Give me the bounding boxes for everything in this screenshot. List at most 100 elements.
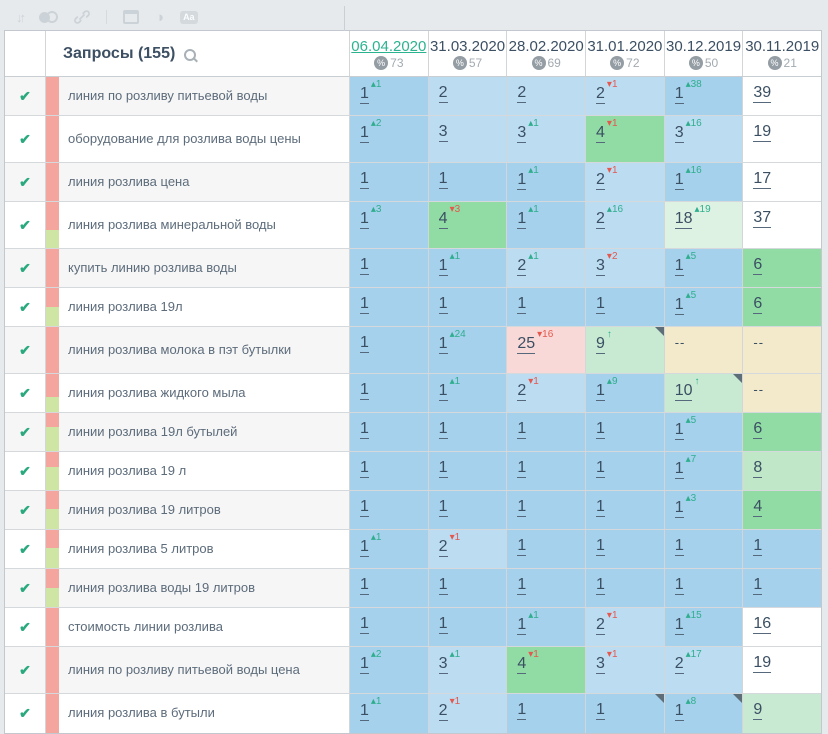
position-cell[interactable]: 1 <box>349 491 428 529</box>
position-cell[interactable]: 1▴16 <box>663 163 743 201</box>
keyword-cell[interactable]: линия розлива минеральной воды <box>45 202 349 248</box>
keyword-cell[interactable]: линия розлива 19 л <box>45 452 349 490</box>
contrast-icon[interactable]: ◑ <box>155 8 165 26</box>
position-cell[interactable]: 1 <box>506 452 586 490</box>
position-cell[interactable]: 6 <box>742 249 822 287</box>
position-cell[interactable]: 1 <box>427 569 507 607</box>
position-cell[interactable]: 1▴7 <box>663 452 743 490</box>
position-cell[interactable]: 1 <box>349 374 428 412</box>
position-cell[interactable]: 9 <box>742 694 822 733</box>
search-icon[interactable] <box>184 48 197 61</box>
position-cell[interactable]: 2▾1 <box>427 530 507 568</box>
keyword-cell[interactable]: оборудование для розлива воды цены <box>45 116 349 162</box>
position-cell[interactable]: 1▴24 <box>427 327 507 373</box>
position-cell[interactable]: 8 <box>742 452 822 490</box>
position-cell[interactable]: 1 <box>349 288 428 326</box>
position-cell[interactable]: 1▴5 <box>663 288 743 326</box>
position-cell[interactable]: 1▴1 <box>349 530 428 568</box>
check-cell[interactable]: ✔ <box>5 530 45 568</box>
sort-icon[interactable]: ↓↑ <box>16 9 26 25</box>
check-cell[interactable]: ✔ <box>5 116 45 162</box>
check-cell[interactable]: ✔ <box>5 569 45 607</box>
keyword-cell[interactable]: линии розлива 19л бутылей <box>45 413 349 451</box>
position-cell[interactable]: 1 <box>349 327 428 373</box>
position-cell[interactable]: 1▴1 <box>506 163 586 201</box>
position-cell[interactable]: 1 <box>427 413 507 451</box>
position-cell[interactable]: 1 <box>506 288 586 326</box>
position-cell[interactable]: 4 <box>742 491 822 529</box>
keyword-cell[interactable]: линия розлива в бутыли <box>45 694 349 733</box>
position-cell[interactable]: 18▴19 <box>663 202 743 248</box>
position-cell[interactable]: 1 <box>349 413 428 451</box>
position-cell[interactable]: 1 <box>506 491 586 529</box>
keyword-cell[interactable]: линия розлива воды 19 литров <box>45 569 349 607</box>
check-cell[interactable]: ✔ <box>5 608 45 646</box>
check-cell[interactable]: ✔ <box>5 647 45 693</box>
position-cell[interactable]: 1 <box>663 569 743 607</box>
position-cell[interactable]: 16 <box>742 608 822 646</box>
position-cell[interactable]: 2▾1 <box>506 374 586 412</box>
keyword-cell[interactable]: линия розлива цена <box>45 163 349 201</box>
position-cell[interactable]: 3▾2 <box>585 249 664 287</box>
check-cell[interactable]: ✔ <box>5 694 45 733</box>
position-cell[interactable]: 1 <box>349 452 428 490</box>
check-cell[interactable]: ✔ <box>5 452 45 490</box>
fill-circles-icon[interactable] <box>39 11 58 23</box>
check-cell[interactable]: ✔ <box>5 327 45 373</box>
check-cell[interactable]: ✔ <box>5 202 45 248</box>
position-cell[interactable]: 9↑ <box>585 327 664 373</box>
position-cell[interactable]: 2 <box>427 77 507 115</box>
position-cell[interactable]: 25▾16 <box>506 327 586 373</box>
position-cell[interactable]: 1 <box>427 608 507 646</box>
position-cell[interactable]: 3▴1 <box>506 116 586 162</box>
position-cell[interactable]: 2▾1 <box>427 694 507 733</box>
position-cell[interactable]: 6 <box>742 413 822 451</box>
keyword-cell[interactable]: линия розлива жидкого мыла <box>45 374 349 412</box>
position-cell[interactable]: 3 <box>427 116 507 162</box>
position-cell[interactable]: 1▴1 <box>427 249 507 287</box>
position-cell[interactable]: 1 <box>663 530 743 568</box>
position-cell[interactable]: 1▴2 <box>349 116 428 162</box>
position-cell[interactable]: 1▴8 <box>663 694 743 733</box>
check-cell[interactable]: ✔ <box>5 249 45 287</box>
keyword-cell[interactable]: стоимость линии розлива <box>45 608 349 646</box>
position-cell[interactable]: 2▴1 <box>506 249 586 287</box>
position-cell[interactable]: 1▴5 <box>663 413 743 451</box>
position-cell[interactable]: 1 <box>427 288 507 326</box>
position-cell[interactable]: 1 <box>349 163 428 201</box>
panel-icon[interactable] <box>123 10 139 24</box>
position-cell[interactable]: 2▴16 <box>585 202 664 248</box>
position-cell[interactable]: 4▾3 <box>427 202 507 248</box>
check-cell[interactable]: ✔ <box>5 374 45 412</box>
position-cell[interactable]: 1▴9 <box>585 374 664 412</box>
position-cell[interactable]: 3▴1 <box>427 647 507 693</box>
position-cell[interactable]: 2▾1 <box>585 77 664 115</box>
check-cell[interactable]: ✔ <box>5 491 45 529</box>
date-link[interactable]: 31.03.2020 <box>429 38 506 55</box>
keyword-cell[interactable]: линия розлива 19л <box>45 288 349 326</box>
position-cell[interactable]: 1 <box>742 569 822 607</box>
position-cell[interactable]: 37 <box>742 202 822 248</box>
position-cell[interactable]: 17 <box>742 163 822 201</box>
position-cell[interactable]: 1 <box>427 452 507 490</box>
position-cell[interactable]: 19 <box>742 116 822 162</box>
position-cell[interactable]: 6 <box>742 288 822 326</box>
position-cell[interactable]: 1▴1 <box>427 374 507 412</box>
date-link[interactable]: 30.12.2019 <box>665 38 742 55</box>
position-cell[interactable]: 1▴1 <box>506 202 586 248</box>
keyword-cell[interactable]: линия розлива 19 литров <box>45 491 349 529</box>
position-cell[interactable]: 2▾1 <box>585 163 664 201</box>
position-cell[interactable]: 1 <box>349 249 428 287</box>
date-link[interactable]: 30.11.2019 <box>745 38 820 55</box>
keyword-cell[interactable]: линия розлива молока в пэт бутылки <box>45 327 349 373</box>
position-cell[interactable]: 1▴1 <box>349 694 428 733</box>
position-cell[interactable]: 1▴1 <box>506 608 586 646</box>
position-cell[interactable]: 4▾1 <box>585 116 664 162</box>
link-icon[interactable] <box>74 9 90 25</box>
position-cell[interactable]: 1 <box>506 413 586 451</box>
position-cell[interactable]: 1 <box>585 452 664 490</box>
keyword-cell[interactable]: линия по розливу питьевой воды <box>45 77 349 115</box>
position-cell[interactable]: 2 <box>506 77 586 115</box>
position-cell[interactable]: 3▾1 <box>585 647 664 693</box>
position-cell[interactable]: 1 <box>585 413 664 451</box>
